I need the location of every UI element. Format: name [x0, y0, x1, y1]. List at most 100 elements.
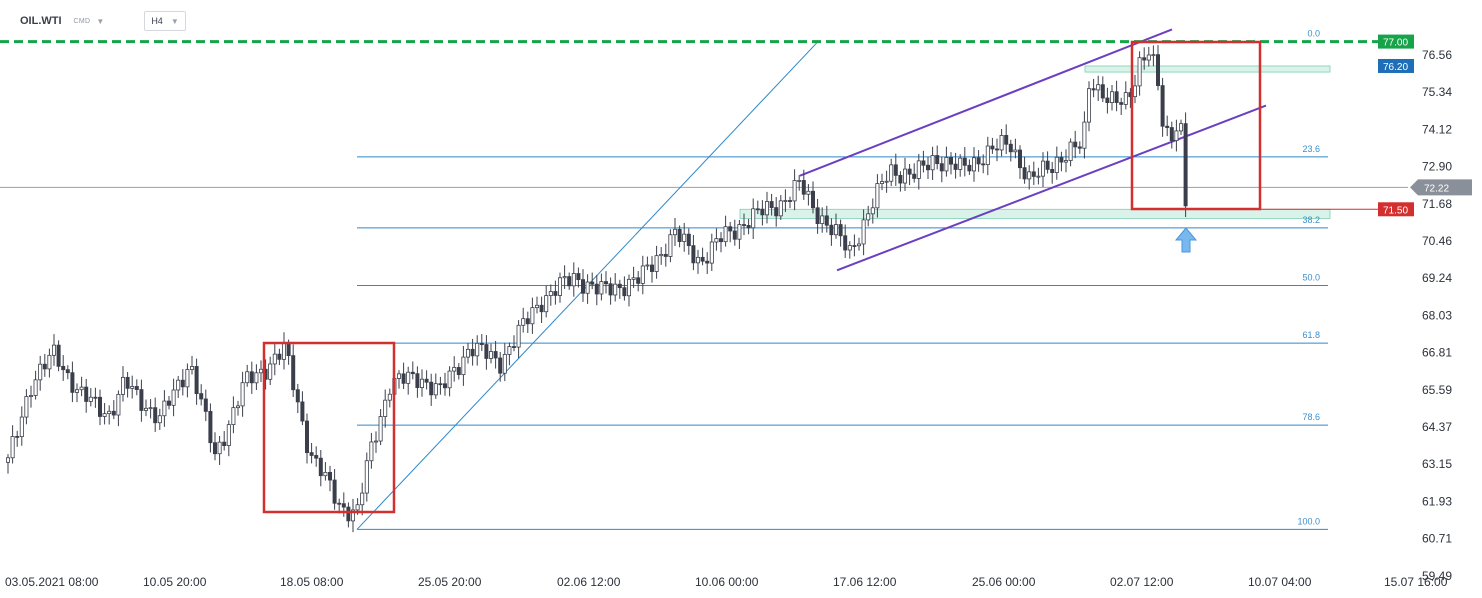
highlight-box-right	[1130, 40, 1262, 211]
candle	[939, 163, 944, 172]
candle	[300, 401, 305, 422]
candle	[1105, 97, 1110, 104]
candle	[590, 281, 595, 285]
candle	[594, 283, 599, 295]
candle	[783, 200, 788, 202]
candle	[15, 436, 20, 438]
symbol-label[interactable]: OIL.WTI	[20, 15, 62, 27]
candle	[682, 233, 687, 242]
candle	[498, 357, 503, 374]
candle	[953, 163, 958, 170]
y-tick-label: 74.12	[1422, 122, 1452, 136]
candle	[1114, 91, 1119, 103]
candle	[995, 148, 1000, 151]
candle	[539, 304, 544, 313]
candle	[107, 410, 112, 415]
candle	[327, 471, 332, 481]
candle	[705, 260, 710, 264]
candle	[461, 356, 466, 376]
candle	[645, 264, 650, 267]
candle	[571, 273, 576, 287]
candle	[79, 386, 84, 391]
candle	[286, 343, 291, 357]
candle	[373, 440, 378, 443]
candle	[291, 355, 296, 391]
candle	[949, 157, 954, 165]
channel-upper-line	[799, 28, 1173, 177]
candle	[1100, 84, 1105, 99]
candle	[792, 180, 797, 202]
candle	[442, 383, 447, 389]
candle	[668, 234, 673, 257]
candle	[125, 376, 130, 389]
candle	[245, 371, 250, 384]
candle	[967, 164, 972, 172]
candle	[622, 287, 627, 297]
candle	[1050, 169, 1055, 173]
candle	[438, 383, 443, 386]
candle	[581, 279, 586, 294]
candle	[10, 436, 15, 459]
candle	[962, 157, 967, 166]
candle	[1008, 143, 1013, 153]
candle	[1031, 171, 1036, 177]
timeframe-select[interactable]: H4 ▼	[144, 11, 186, 31]
candle	[893, 164, 898, 176]
y-tick-label: 68.03	[1422, 308, 1452, 322]
candle	[199, 393, 204, 400]
chevron-down-icon[interactable]: ▼	[96, 16, 105, 26]
candle	[162, 400, 167, 417]
candle	[650, 264, 655, 272]
candle	[452, 367, 457, 372]
candle	[19, 416, 24, 438]
candle	[447, 370, 452, 389]
candle	[1059, 156, 1064, 163]
candle	[857, 243, 862, 247]
candle	[493, 351, 498, 359]
candle	[875, 183, 880, 209]
candle	[870, 207, 875, 215]
candle	[801, 180, 806, 195]
candle	[843, 235, 848, 251]
candle	[502, 354, 507, 374]
candle	[755, 208, 760, 211]
candle	[861, 219, 866, 245]
fib-level-label: 100.0	[1297, 516, 1320, 526]
candle	[1036, 175, 1041, 178]
candle	[1160, 85, 1165, 127]
candle	[696, 256, 701, 264]
candle	[465, 348, 470, 358]
candle	[599, 281, 604, 295]
y-tick-label: 65.59	[1422, 383, 1452, 397]
candle	[143, 407, 148, 411]
candle	[732, 230, 737, 240]
y-tick-label: 70.46	[1422, 234, 1452, 248]
candle	[1151, 54, 1156, 57]
candle	[1068, 141, 1073, 161]
candle	[981, 163, 986, 166]
candle	[226, 424, 231, 447]
candle	[75, 389, 80, 393]
candle	[346, 506, 351, 522]
candle	[277, 353, 282, 360]
candle	[235, 405, 240, 409]
candle	[627, 278, 632, 297]
candle	[999, 134, 1004, 151]
price-tag	[1378, 202, 1414, 217]
candle	[1137, 57, 1142, 87]
candle	[811, 190, 816, 209]
candle	[548, 291, 553, 296]
candle	[171, 389, 176, 406]
candle	[429, 381, 434, 396]
x-tick-label: 15.07 16:00	[1384, 575, 1448, 589]
candle	[28, 395, 33, 397]
candle	[130, 386, 135, 389]
candle	[553, 291, 558, 296]
candle	[765, 201, 770, 216]
candle	[364, 460, 369, 494]
candle	[332, 479, 337, 504]
y-tick-label: 66.81	[1422, 346, 1452, 360]
candle	[746, 225, 751, 229]
candle	[512, 346, 517, 348]
